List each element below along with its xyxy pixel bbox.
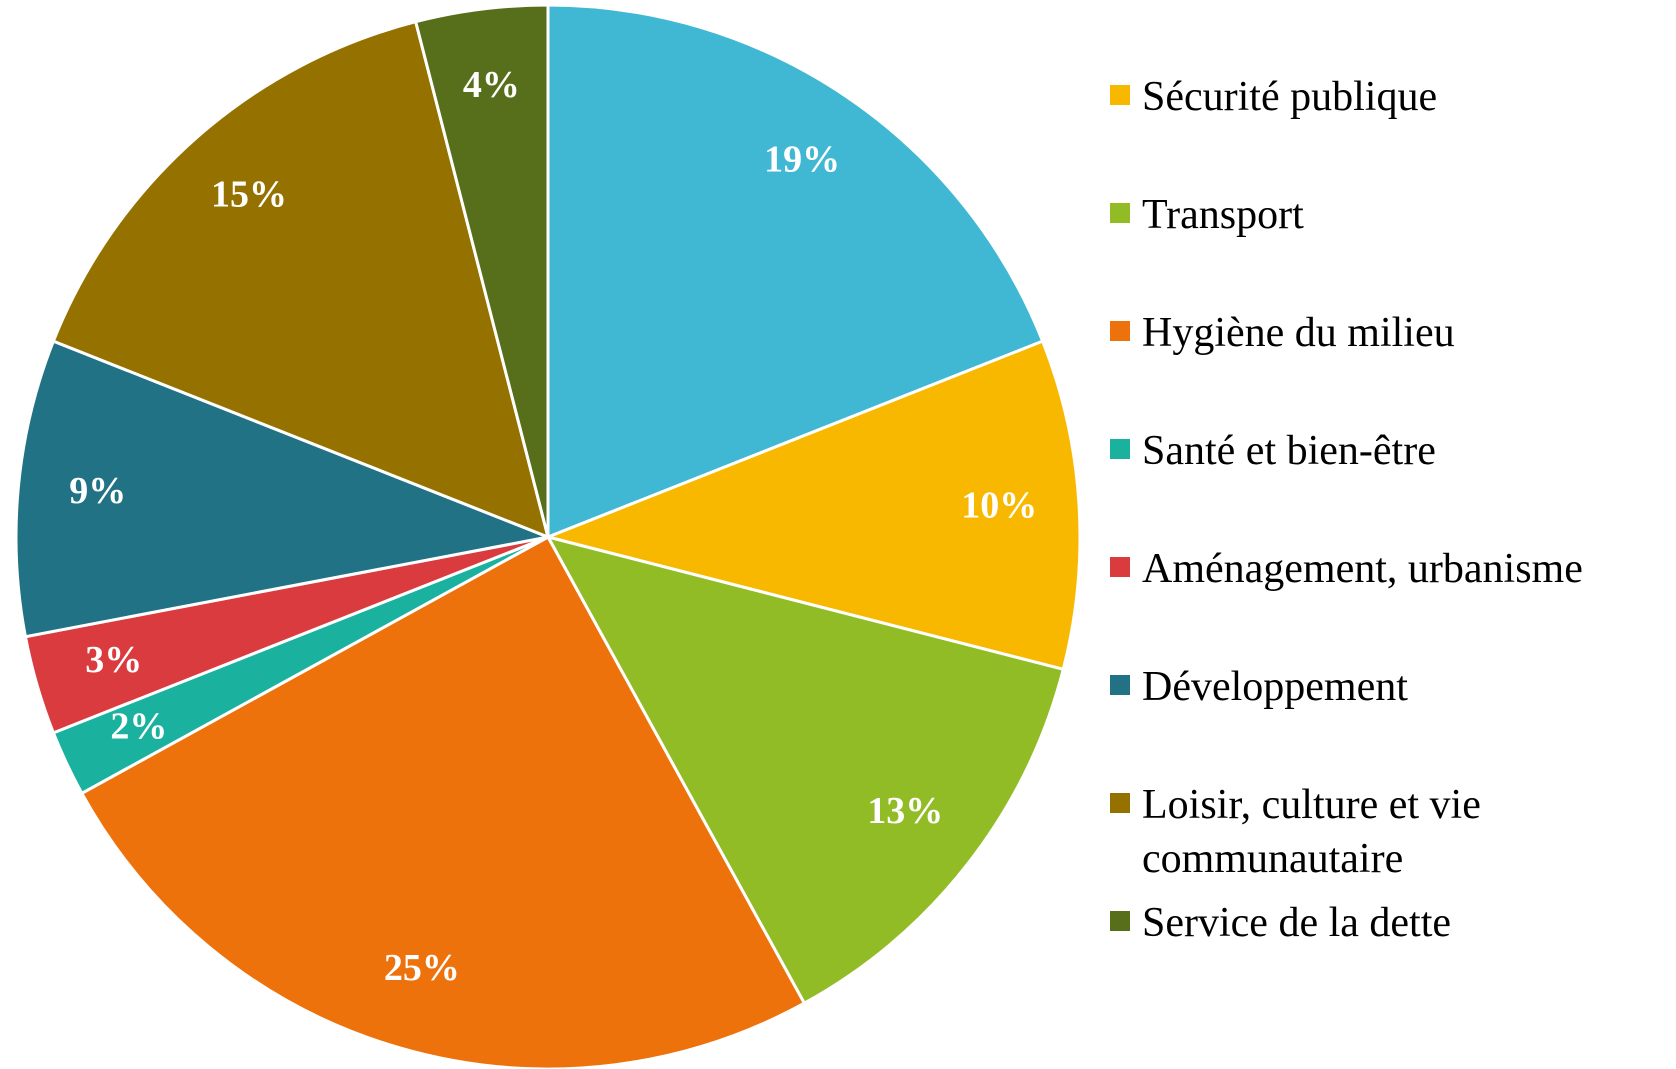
chart: 19% 10% 13% 25% 2% 3% 9% 15% 4% [14, 3, 1082, 1069]
legend-item: Loisir, culture et vie communautaire [1110, 778, 1670, 896]
legend-label: Santé et bien-être [1142, 428, 1436, 474]
legend-label: Sécurité publique [1142, 74, 1438, 120]
pie-slice [543, 339, 1082, 672]
legend-item: Développement [1110, 660, 1670, 778]
legend-label: Transport [1142, 192, 1304, 238]
legend-swatch [1110, 321, 1130, 341]
legend-swatch [1110, 911, 1130, 931]
legend-label: Développement [1142, 664, 1408, 710]
pie-slice [14, 339, 554, 639]
legend-swatch [1110, 85, 1130, 105]
legend-item: Hygiène du milieu [1110, 306, 1670, 424]
pie-slice [79, 534, 807, 1069]
pie-slice [545, 534, 1066, 1006]
legend: Sécurité publique Transport Hygiène du mil… [1110, 70, 1670, 1014]
data-label: 3% [85, 639, 142, 681]
data-label: 10% [961, 484, 1037, 526]
data-label: 19% [764, 139, 840, 181]
data-label: 9% [69, 470, 126, 512]
legend-label: Aménagement, urbanisme [1142, 546, 1583, 592]
legend-swatch [1110, 675, 1130, 695]
legend-label: Service de la dette [1142, 900, 1452, 946]
legend-item: Sécurité publique [1110, 70, 1670, 188]
legend-swatch [1110, 793, 1130, 813]
data-label: 13% [867, 790, 943, 832]
legend-swatch [1110, 557, 1130, 577]
pie-slice [546, 3, 1045, 540]
legend-swatch [1110, 439, 1130, 459]
legend-item: Transport [1110, 188, 1670, 306]
legend-label: Hygiène du milieu [1142, 310, 1455, 356]
data-label: 15% [211, 174, 287, 216]
legend-item: Service de la dette [1110, 896, 1670, 1014]
pie-slice [413, 3, 550, 538]
legend-item: Santé et bien-être [1110, 424, 1670, 542]
data-label: 25% [384, 947, 460, 989]
legend-item: Aménagement, urbanisme [1110, 542, 1670, 660]
legend-swatch [1110, 203, 1130, 223]
data-label: 2% [110, 705, 167, 747]
data-label: 4% [463, 64, 520, 106]
pie-slice [51, 19, 551, 540]
legend-label: Loisir, culture et vie communautaire [1142, 782, 1481, 882]
